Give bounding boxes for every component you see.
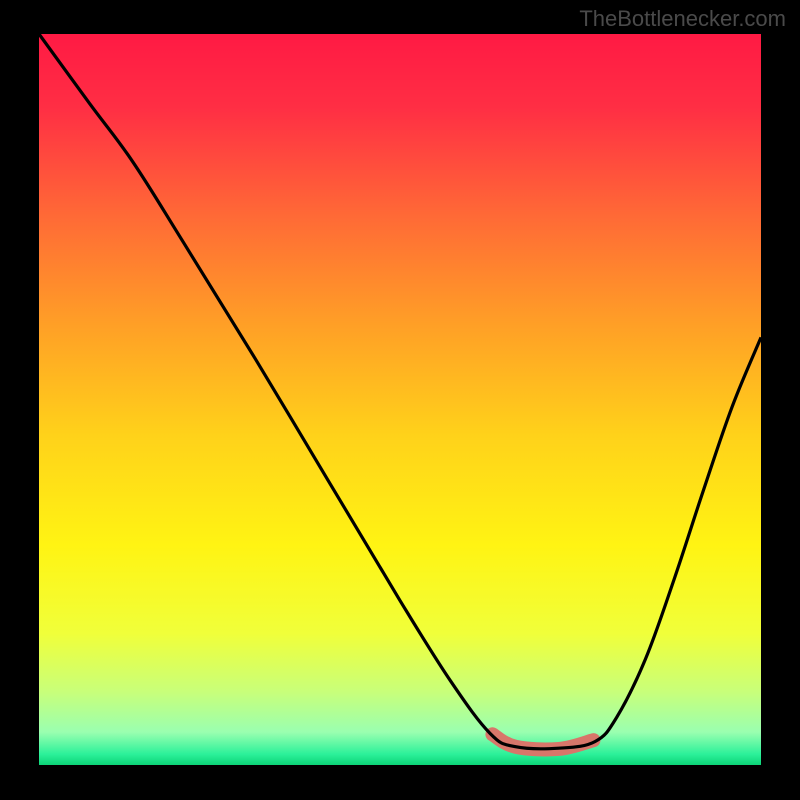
frame-bottom [0,765,800,800]
frame-left [0,0,39,800]
bottleneck-curve [39,34,761,749]
frame-right [761,0,800,800]
bottleneck-chart [39,34,761,765]
chart-curve-layer [39,34,761,765]
attribution-label: TheBottlenecker.com [579,6,786,32]
